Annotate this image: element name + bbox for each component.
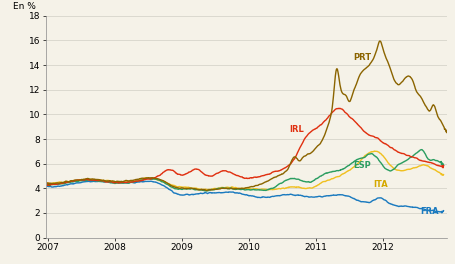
Text: En %: En % (14, 2, 36, 11)
Text: PRT: PRT (352, 53, 370, 62)
Text: ESP: ESP (352, 161, 370, 170)
Text: IRL: IRL (288, 125, 303, 134)
Text: FRA: FRA (419, 207, 438, 216)
Text: ITA: ITA (372, 180, 387, 189)
